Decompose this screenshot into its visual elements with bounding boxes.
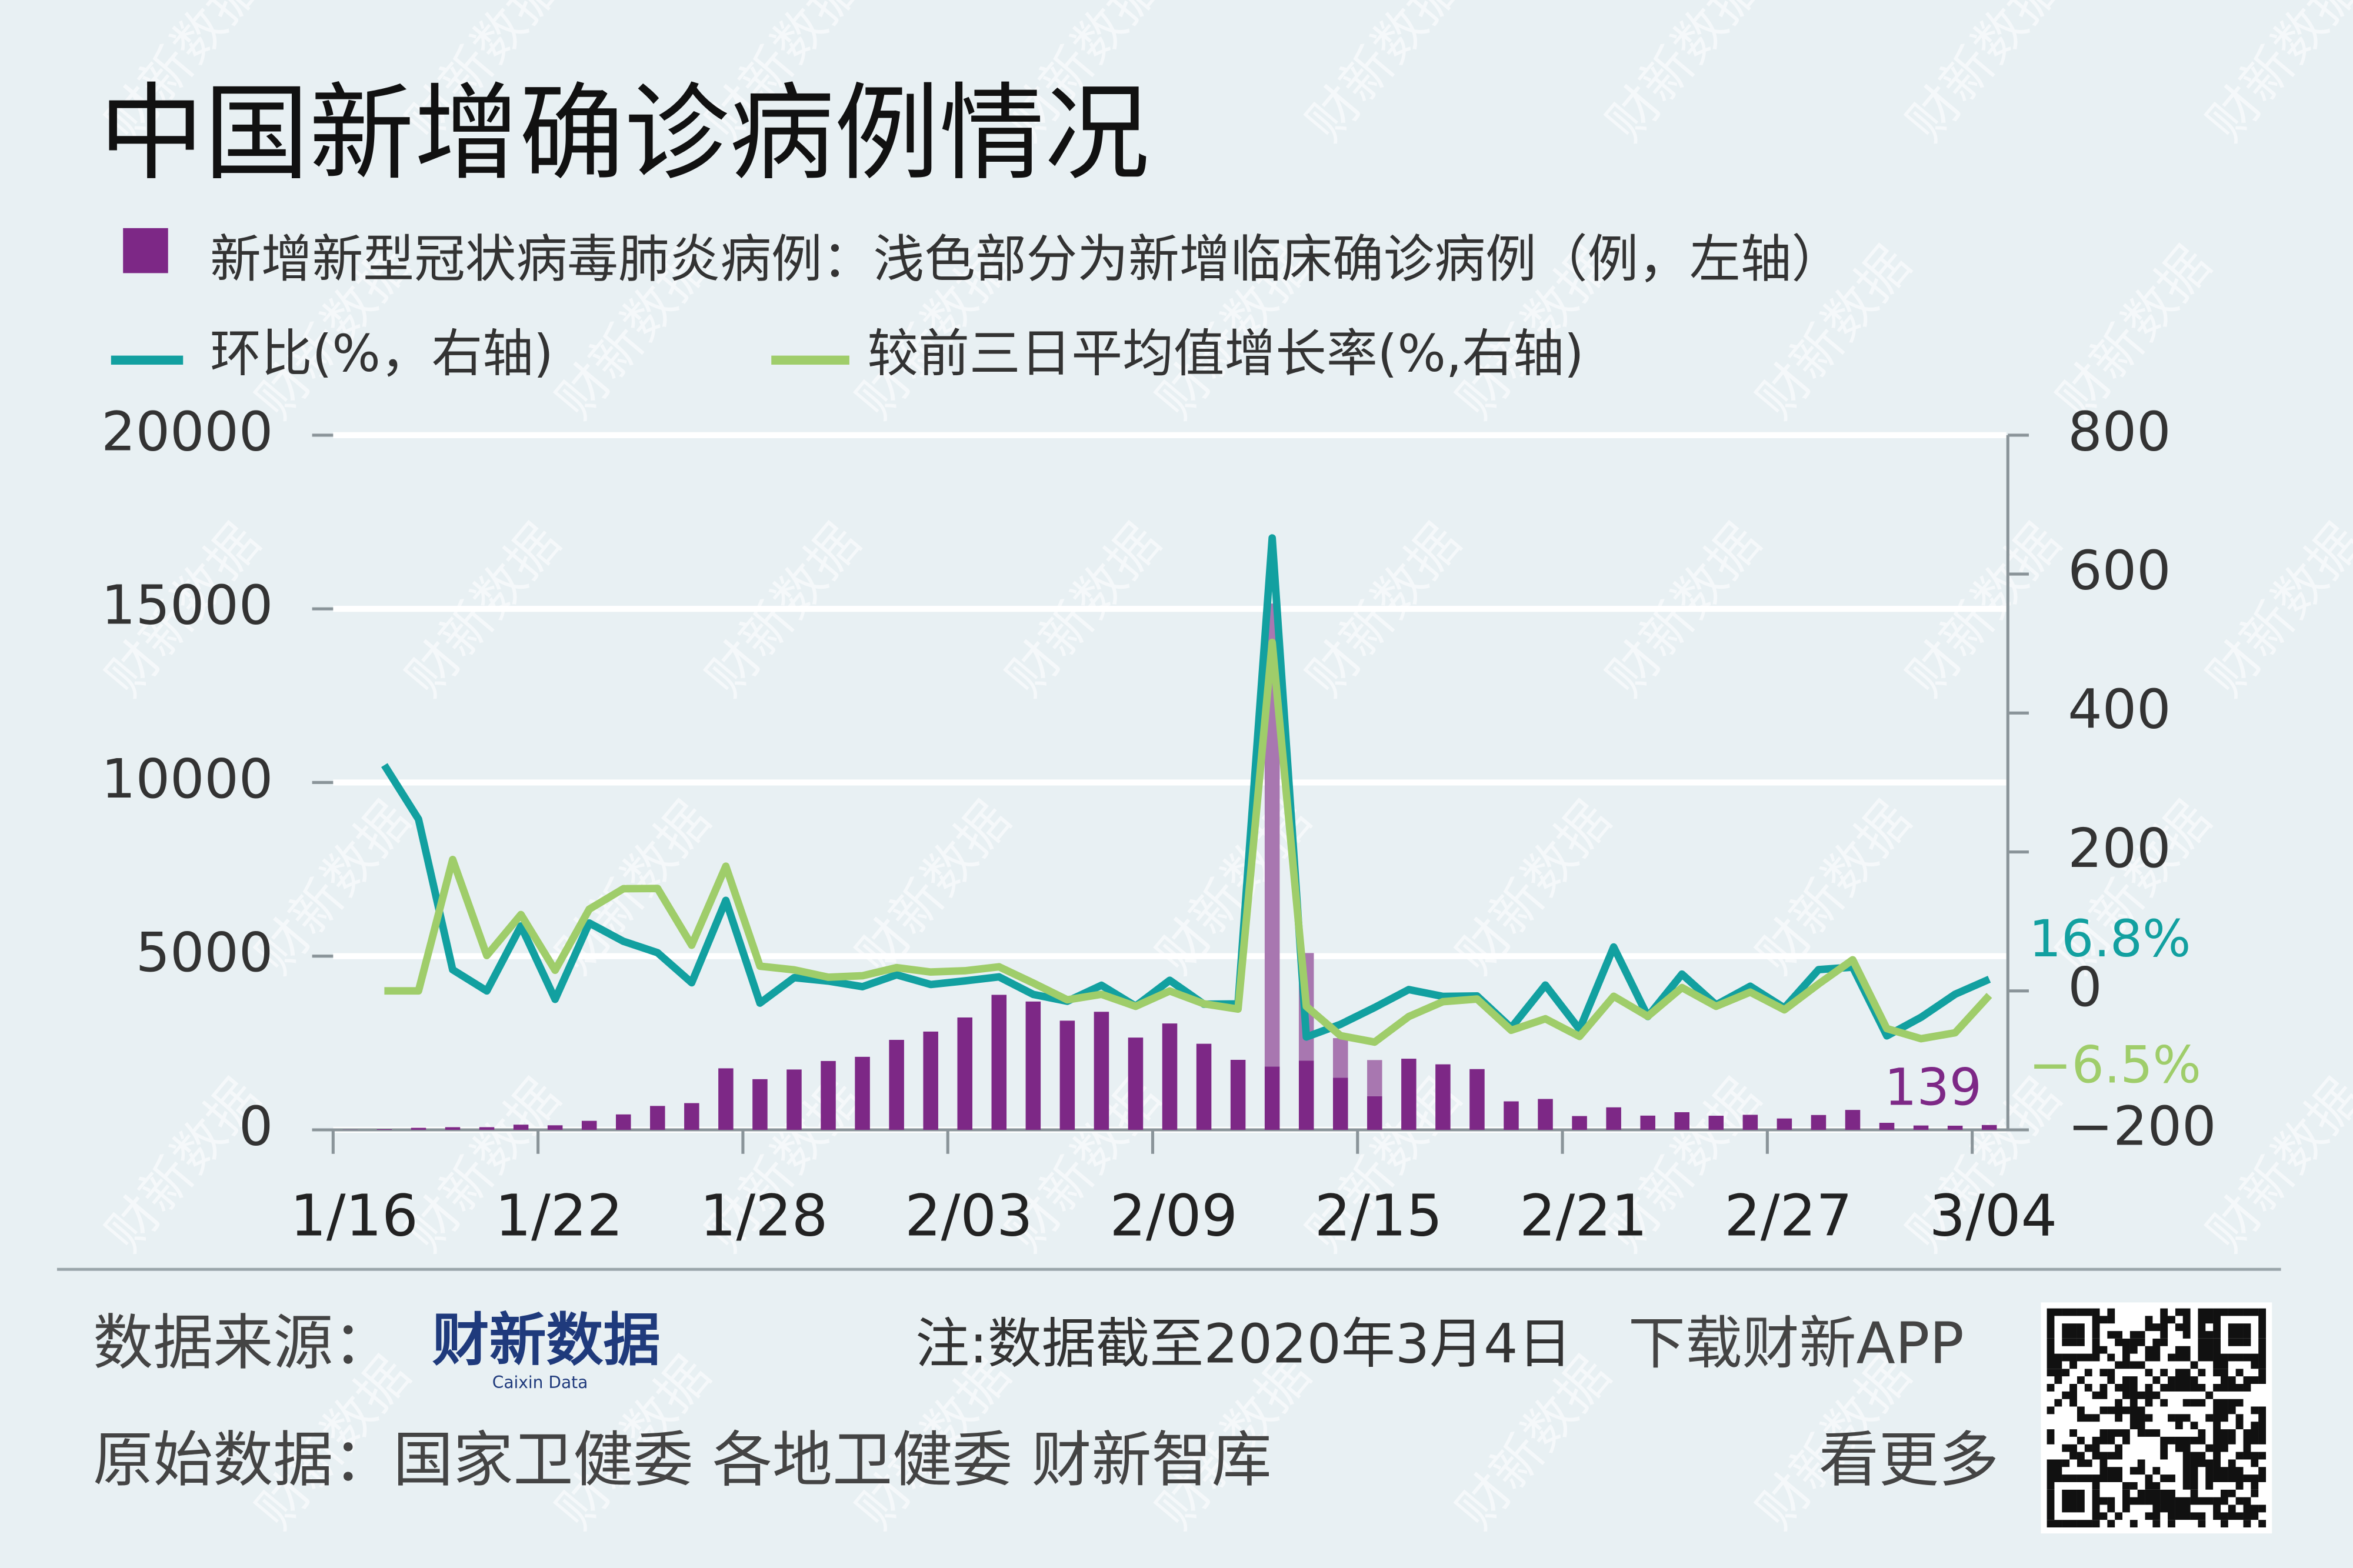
y-tick-label: 15000: [101, 574, 273, 637]
x-tick-label: 2/03: [905, 1182, 1033, 1249]
bar: [786, 1069, 802, 1130]
bar: [1845, 1110, 1861, 1130]
bar-light: [1333, 1038, 1348, 1078]
bar: [821, 1060, 836, 1130]
bar-light: [1367, 1060, 1382, 1096]
x-tick-label: 2/09: [1109, 1182, 1238, 1249]
y-tick-label: 5000: [136, 921, 274, 984]
y-tick-label: 0: [239, 1095, 273, 1157]
bar: [1811, 1115, 1827, 1130]
bar: [1947, 1125, 1963, 1130]
bar: [1059, 1020, 1075, 1130]
bar: [1708, 1116, 1724, 1130]
bar: [1128, 1037, 1144, 1130]
bar: [1025, 1001, 1041, 1130]
x-tick-label: 1/16: [290, 1182, 418, 1249]
y-tick-label: 10000: [101, 748, 273, 810]
bar: [855, 1056, 870, 1130]
bar: [1196, 1043, 1212, 1130]
bar: [376, 1129, 392, 1130]
bar: [752, 1079, 768, 1130]
bar: [1094, 1012, 1109, 1130]
bar: [1435, 1064, 1451, 1130]
y-tick-label: 20000: [101, 400, 273, 463]
bar: [1401, 1059, 1417, 1130]
bar: [1162, 1023, 1178, 1130]
bar: [1640, 1115, 1655, 1130]
legend-label: 新增新型冠状病毒肺炎病例：浅色部分为新增临床确诊病例（例，左轴）: [210, 229, 1842, 289]
data-label: 16.8%: [2029, 909, 2191, 969]
x-tick-label: 2/27: [1724, 1182, 1852, 1249]
legend-label: 环比(%，右轴): [210, 324, 554, 383]
bar: [1879, 1123, 1895, 1130]
bar: [1913, 1125, 1929, 1130]
bar: [513, 1125, 529, 1130]
data-label: 139: [1884, 1058, 1982, 1117]
x-tick-label: 3/04: [1929, 1182, 2058, 1249]
line: [384, 638, 1992, 1046]
x-tick-label: 2/21: [1519, 1182, 1648, 1249]
bar: [1469, 1069, 1485, 1130]
x-tick-label: 1/28: [700, 1182, 828, 1249]
bar: [1367, 1096, 1382, 1130]
y2-tick-label: 400: [2068, 678, 2171, 741]
download: 下载财新APP: [1628, 1310, 1964, 1376]
bar: [445, 1127, 461, 1130]
bar: [1264, 1066, 1280, 1130]
bar: [1981, 1125, 1997, 1130]
legend-label: 较前三日平均值增长率(%,右轴): [867, 324, 1584, 383]
bar: [889, 1040, 904, 1130]
bar: [615, 1114, 631, 1130]
source-label: 数据来源：: [93, 1309, 393, 1379]
source-logo: 财新数据: [432, 1307, 661, 1373]
bar: [1504, 1101, 1519, 1130]
bar: [684, 1103, 699, 1130]
bar: [1777, 1118, 1792, 1130]
bar: [1538, 1099, 1553, 1130]
bar: [1230, 1060, 1246, 1130]
y2-tick-label: 200: [2068, 817, 2171, 880]
bar: [991, 995, 1007, 1130]
bar: [1333, 1077, 1348, 1130]
bar: [581, 1120, 597, 1130]
data-label: −6.5%: [2029, 1035, 2201, 1095]
y2-tick-label: 0: [2068, 956, 2102, 1019]
y2-tick-label: −200: [2068, 1095, 2216, 1157]
chart-title: 中国新增确诊病例情况: [99, 73, 1149, 195]
source-logo-en: Caixin Data: [492, 1373, 588, 1392]
x-tick-label: 1/22: [495, 1182, 624, 1249]
bar: [718, 1068, 734, 1130]
legend-marker: [123, 228, 168, 273]
bar: [1674, 1112, 1690, 1130]
bar: [957, 1017, 972, 1130]
bar: [479, 1127, 495, 1130]
qr-code: [2047, 1308, 2267, 1528]
y2-tick-label: 800: [2068, 400, 2171, 463]
more: 看更多: [1819, 1426, 1999, 1496]
raw-source: 原始数据：国家卫健委 各地卫健委 财新智库: [93, 1426, 1271, 1496]
bar: [1742, 1115, 1758, 1130]
note: 注:数据截至2020年3月4日: [915, 1312, 1572, 1375]
bar: [1572, 1116, 1587, 1130]
y2-tick-label: 600: [2068, 539, 2171, 602]
bar: [411, 1127, 426, 1130]
bar: [650, 1106, 665, 1130]
bar: [1606, 1107, 1621, 1130]
bar: [547, 1125, 563, 1130]
bar: [1298, 1060, 1314, 1130]
x-tick-label: 2/15: [1315, 1182, 1443, 1249]
bar: [923, 1031, 938, 1130]
